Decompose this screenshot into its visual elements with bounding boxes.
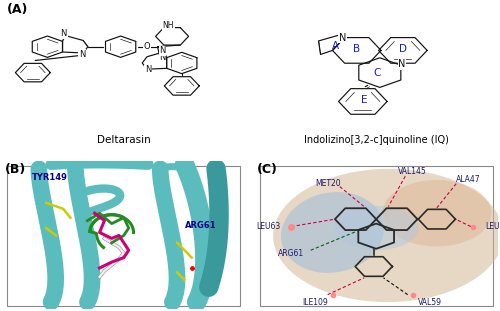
Text: VAL59: VAL59 xyxy=(418,298,442,307)
Bar xyxy=(260,166,492,306)
Text: ILE109: ILE109 xyxy=(302,298,328,307)
Text: NH: NH xyxy=(162,21,174,30)
Text: Deltarasin: Deltarasin xyxy=(97,135,150,145)
Text: (B): (B) xyxy=(5,163,26,176)
Text: ARG61: ARG61 xyxy=(184,221,216,230)
Text: N: N xyxy=(338,33,346,43)
Text: N: N xyxy=(145,65,152,74)
Text: VAL145: VAL145 xyxy=(398,167,427,176)
Text: N: N xyxy=(60,30,67,39)
Text: (C): (C) xyxy=(258,163,278,176)
Text: A: A xyxy=(332,41,339,51)
Bar xyxy=(8,166,240,306)
Text: (A): (A) xyxy=(8,3,28,16)
Text: C: C xyxy=(374,67,381,78)
Text: LEU147: LEU147 xyxy=(486,222,500,231)
Ellipse shape xyxy=(281,192,384,273)
Text: B: B xyxy=(353,44,360,54)
Text: N: N xyxy=(398,59,406,69)
Text: D: D xyxy=(399,44,407,54)
Ellipse shape xyxy=(334,206,418,250)
Ellipse shape xyxy=(382,180,492,247)
Text: N: N xyxy=(159,53,166,62)
Text: N: N xyxy=(160,47,166,55)
Text: N: N xyxy=(78,50,85,59)
Text: LEU63: LEU63 xyxy=(256,222,280,231)
Text: Indolizino[3,2-c]quinoline (IQ): Indolizino[3,2-c]quinoline (IQ) xyxy=(304,135,448,145)
Text: ALA47: ALA47 xyxy=(456,175,480,184)
Text: TYR149: TYR149 xyxy=(32,173,68,182)
Text: O: O xyxy=(144,42,150,51)
Text: MET20: MET20 xyxy=(315,179,340,188)
Ellipse shape xyxy=(273,169,500,302)
Text: ARG61: ARG61 xyxy=(278,249,304,258)
Text: E: E xyxy=(361,95,368,105)
